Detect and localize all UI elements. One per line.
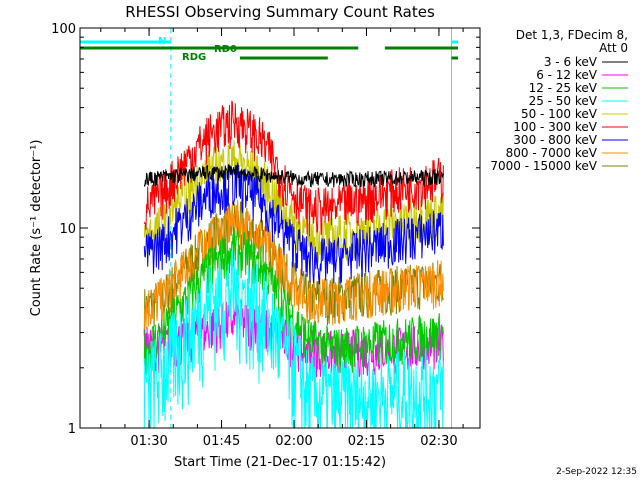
legend-label-2: 12 - 25 keV <box>529 81 598 95</box>
x-tick-label-02:00: 02:00 <box>275 434 312 449</box>
y-tick-label-1: 1 <box>68 422 76 437</box>
x-tick-label-01:45: 01:45 <box>203 434 240 449</box>
legend-header-line-2: Att 0 <box>599 41 628 55</box>
flag-label-N: N <box>158 36 166 47</box>
series-line-50-100keV <box>143 140 444 264</box>
legend-label-1: 6 - 12 keV <box>536 68 598 82</box>
series-line-300-800keV <box>143 162 444 285</box>
series-line-100-300keV <box>143 100 444 237</box>
y-tick-label-100: 100 <box>51 22 76 37</box>
legend-label-4: 50 - 100 keV <box>521 107 598 121</box>
y-tick-label-10: 10 <box>59 222 76 237</box>
series-line-3-6keV <box>143 164 444 188</box>
flag-label-RDG: RDG <box>182 52 206 63</box>
legend-header-line-1: Det 1,3, FDecim 8, <box>516 28 628 42</box>
x-tick-label-01:30: 01:30 <box>130 434 167 449</box>
series-line-12-25keV <box>143 227 444 375</box>
flag-label-RD0: RD0 <box>214 44 237 55</box>
legend-label-8: 7000 - 15000 keV <box>490 159 597 173</box>
date-stamp: 2-Sep-2022 12:35 <box>556 467 637 477</box>
plot-frame <box>79 27 481 429</box>
x-tick-label-02:15: 02:15 <box>348 434 385 449</box>
series-line-25-50keV <box>143 248 444 428</box>
y-axis-label: Count Rate (s⁻¹ detector⁻¹) <box>29 140 44 317</box>
legend-label-7: 800 - 7000 keV <box>506 146 598 160</box>
legend-label-5: 100 - 300 keV <box>513 120 597 134</box>
series-line-800-7000keV <box>143 199 444 333</box>
plot-area <box>80 28 452 428</box>
x-tick-label-02:30: 02:30 <box>420 434 457 449</box>
legend-label-3: 25 - 50 keV <box>529 94 598 108</box>
legend-label-6: 300 - 800 keV <box>513 133 597 147</box>
chart-title: RHESSI Observing Summary Count Rates <box>125 3 435 21</box>
flag-bars: N RD0 RDG <box>80 36 458 63</box>
legend-label-0: 3 - 6 keV <box>544 55 598 69</box>
x-axis-label: Start Time (21-Dec-17 01:15:42) <box>174 455 386 470</box>
x-axis: 01:30 01:45 02:00 02:15 02:30 <box>100 28 464 449</box>
